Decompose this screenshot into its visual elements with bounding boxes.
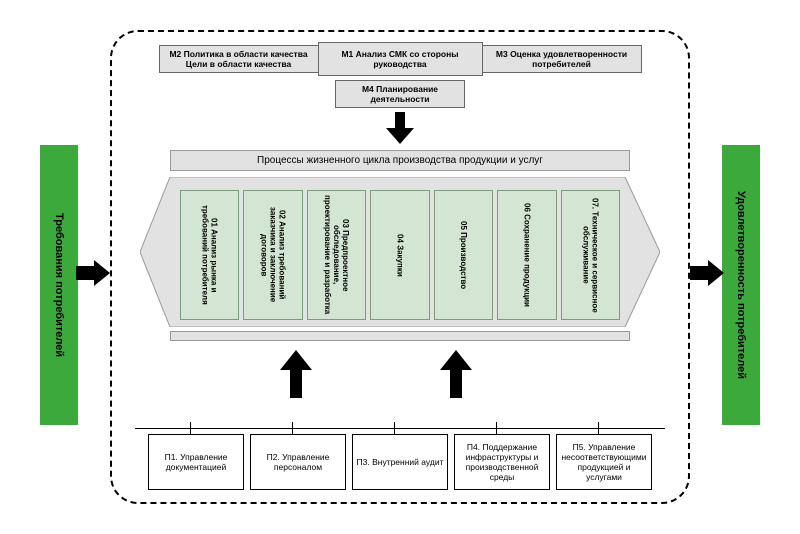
stem-2: [292, 422, 293, 434]
mgmt-m4-wrap: М4 Планирование деятельности: [0, 80, 800, 108]
management-row: М2 Политика в области качества Цели в об…: [140, 42, 660, 76]
stage-03: 03 Предпроектное обследование, проектиро…: [307, 190, 366, 320]
support-p2: П2. Управление персоналом: [250, 434, 346, 490]
stage-06: 06 Сохранение продукции: [497, 190, 556, 320]
output-bar: Удовлетворенность потребителей: [722, 145, 760, 425]
support-stems: [140, 422, 660, 434]
support-p5: П5. Управление несоответствующими продук…: [556, 434, 652, 490]
lifecycle-footer-bar: [170, 331, 630, 341]
stage-02: 02 Анализ требований заказчика и заключе…: [243, 190, 302, 320]
input-arrow: [76, 260, 110, 286]
lifecycle-stages: 01 Анализ рынка и требований потребителя…: [180, 184, 620, 320]
support-p3: П3. Внутренний аудит: [352, 434, 448, 490]
stem-4: [496, 422, 497, 434]
lifecycle-title: Процессы жизненного цикла производства п…: [170, 150, 630, 171]
stage-05: 05 Производство: [434, 190, 493, 320]
mgmt-box-m1: М1 Анализ СМК со стороны руководства: [318, 42, 483, 76]
output-arrow: [690, 260, 724, 286]
support-arrows: [140, 350, 660, 400]
stem-5: [598, 422, 599, 434]
up-arrow-1: [280, 350, 312, 403]
support-p4: П4. Поддержание инфраструктуры и произво…: [454, 434, 550, 490]
mgmt-box-m4: М4 Планирование деятельности: [335, 80, 465, 108]
up-arrow-2: [440, 350, 472, 403]
stage-07: 07. Техническое и сервисное обслуживание: [561, 190, 620, 320]
lifecycle-block: Процессы жизненного цикла производства п…: [140, 150, 660, 340]
arrow-m4-down: [386, 112, 414, 149]
stem-3: [394, 422, 395, 434]
stage-04: 04 Закупки: [370, 190, 429, 320]
lifecycle-body: 01 Анализ рынка и требований потребителя…: [140, 177, 660, 327]
mgmt-box-m3: М3 Оценка удовлетворенности потребителей: [482, 45, 642, 73]
input-bar: Требования потребителей: [40, 145, 78, 425]
stem-1: [190, 422, 191, 434]
support-row: П1. Управление документацией П2. Управле…: [140, 434, 660, 490]
mgmt-box-m2: М2 Политика в области качества Цели в об…: [159, 45, 319, 73]
support-p1: П1. Управление документацией: [148, 434, 244, 490]
stage-01: 01 Анализ рынка и требований потребителя: [180, 190, 239, 320]
